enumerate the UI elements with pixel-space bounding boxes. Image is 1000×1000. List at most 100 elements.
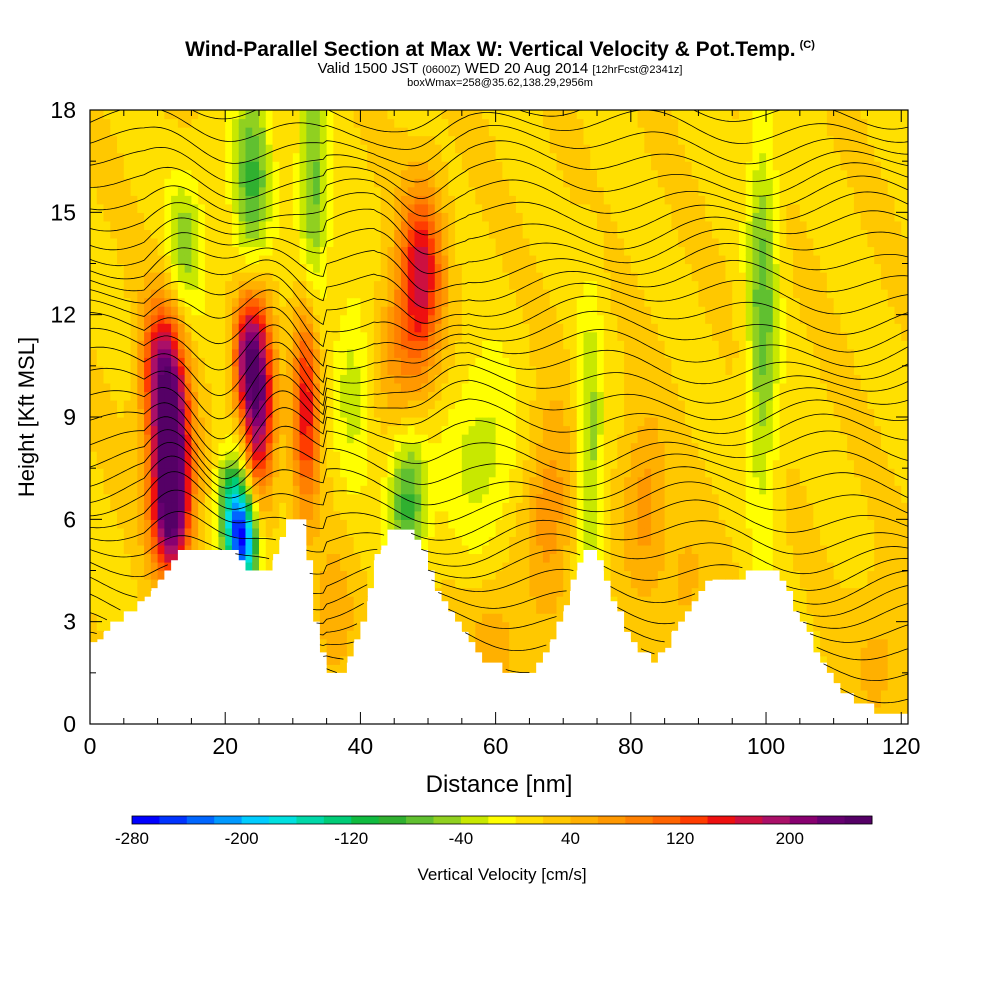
velocity-cell (279, 127, 287, 137)
velocity-cell (144, 186, 152, 196)
velocity-cell (157, 272, 165, 282)
velocity-cell (542, 544, 551, 555)
velocity-cell (144, 382, 152, 393)
velocity-cell (434, 254, 443, 265)
velocity-cell (495, 502, 503, 512)
velocity-cell (191, 280, 199, 290)
velocity-cell (448, 502, 456, 512)
velocity-cell (400, 451, 409, 461)
velocity-cell (137, 263, 145, 273)
velocity-cell (441, 135, 449, 145)
velocity-cell (624, 118, 632, 128)
velocity-cell (319, 561, 328, 572)
velocity-cell (313, 135, 321, 145)
velocity-cell (475, 382, 483, 393)
velocity-cell (110, 425, 118, 435)
velocity-cell (123, 493, 132, 503)
velocity-cell (360, 331, 368, 341)
velocity-cell (617, 178, 625, 188)
velocity-cell (475, 246, 483, 256)
velocity-cell (468, 510, 476, 520)
velocity-cell (509, 144, 517, 154)
velocity-cell (421, 348, 429, 358)
velocity-cell (482, 451, 490, 461)
velocity-cell (184, 178, 193, 188)
velocity-cell (590, 161, 598, 171)
velocity-cell (394, 229, 402, 239)
velocity-cell (245, 280, 253, 290)
velocity-cell (482, 399, 490, 410)
velocity-cell (583, 246, 591, 256)
velocity-cell (198, 527, 206, 537)
velocity-cell (644, 246, 652, 256)
velocity-cell (319, 485, 328, 495)
velocity-cell (590, 195, 598, 205)
velocity-cell (624, 331, 632, 341)
velocity-cell (515, 630, 524, 640)
velocity-cell (664, 570, 672, 580)
velocity-cell (536, 323, 544, 333)
velocity-cell (130, 561, 138, 572)
velocity-cell (367, 314, 375, 324)
velocity-cell (177, 399, 186, 410)
velocity-cell (184, 391, 193, 401)
velocity-cell (218, 127, 226, 137)
velocity-cell (144, 212, 152, 222)
velocity-cell (603, 212, 612, 222)
velocity-cell (434, 570, 443, 580)
velocity-cell (225, 391, 233, 401)
velocity-cell (245, 468, 253, 478)
velocity-cell (346, 519, 355, 529)
velocity-cell (455, 476, 463, 486)
velocity-cell (319, 203, 328, 213)
velocity-cell (333, 613, 341, 623)
velocity-cell (569, 178, 578, 188)
velocity-cell (306, 254, 314, 265)
velocity-cell (536, 587, 544, 597)
velocity-cell (96, 374, 105, 384)
velocity-cell (353, 229, 362, 239)
velocity-cell (346, 613, 355, 623)
velocity-cell (123, 127, 132, 137)
velocity-cell (137, 314, 145, 324)
velocity-cell (407, 459, 416, 469)
velocity-cell (346, 374, 355, 384)
velocity-cell (171, 246, 179, 256)
velocity-cell (448, 323, 456, 333)
velocity-cell (394, 468, 402, 478)
velocity-cell (279, 382, 287, 393)
velocity-cell (117, 596, 125, 606)
velocity-cell (245, 348, 253, 358)
velocity-cell (428, 203, 436, 213)
velocity-cell (529, 647, 537, 657)
velocity-cell (333, 229, 341, 239)
velocity-cell (475, 485, 483, 495)
velocity-cell (110, 502, 118, 512)
velocity-cell (569, 186, 578, 196)
velocity-cell (245, 331, 253, 341)
velocity-cell (400, 237, 409, 248)
velocity-cell (434, 459, 443, 469)
plot-area (90, 110, 915, 724)
velocity-cell (657, 493, 666, 503)
velocity-cell (394, 272, 402, 282)
velocity-cell (428, 161, 436, 171)
velocity-cell (522, 527, 531, 537)
velocity-cell (488, 195, 497, 205)
velocity-cell (482, 340, 490, 350)
velocity-cell (150, 161, 159, 171)
velocity-cell (259, 229, 267, 239)
velocity-cell (590, 212, 598, 222)
velocity-cell (400, 289, 409, 299)
velocity-cell (164, 476, 172, 486)
velocity-cell (455, 118, 463, 128)
velocity-cell (441, 493, 449, 503)
velocity-cell (144, 135, 152, 145)
velocity-cell (259, 476, 267, 486)
velocity-cell (590, 246, 598, 256)
velocity-cell (549, 220, 558, 230)
velocity-cell (191, 178, 199, 188)
velocity-cell (630, 246, 639, 256)
velocity-cell (590, 468, 598, 478)
velocity-cell (110, 254, 118, 265)
